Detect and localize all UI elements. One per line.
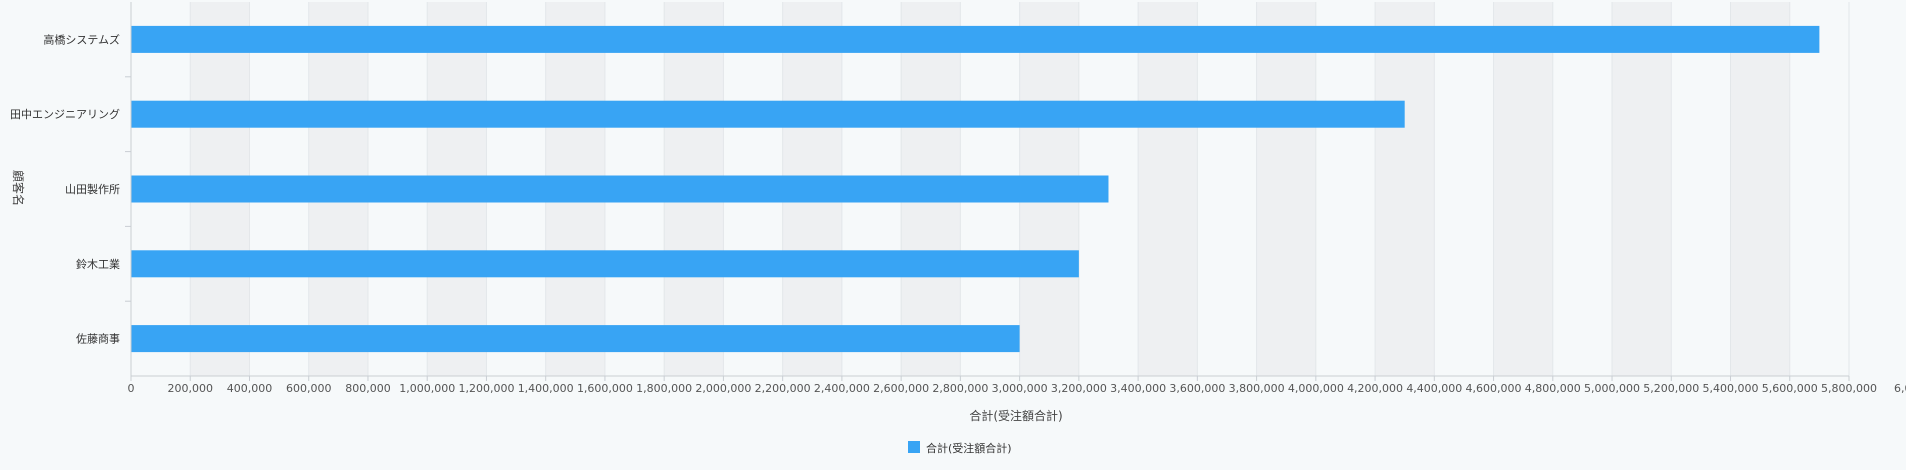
x-tick-label: 3,400,000 [1110, 382, 1166, 395]
x-axis: 0 200,000 400,000 600,000 800,000 1,000,000 1,… [128, 375, 1906, 395]
grid-band [1375, 2, 1435, 376]
x-tick-label: 3,600,000 [1169, 382, 1225, 395]
x-tick-label: 5,400,000 [1703, 382, 1759, 395]
category-label: 鈴木工業 [76, 257, 120, 271]
bar[interactable] [131, 100, 1405, 128]
x-tick-label: 1,600,000 [577, 382, 633, 395]
x-tick-label: 200,000 [167, 382, 213, 395]
x-tick-label: 4,200,000 [1347, 382, 1403, 395]
x-tick-label: 1,800,000 [636, 382, 692, 395]
x-axis-title: 合計(受注額合計) [969, 408, 1062, 423]
x-tick-label: 6,0… [1894, 382, 1906, 395]
legend[interactable]: 合計(受注額合計) [908, 441, 1012, 455]
x-tick-label: 4,800,000 [1525, 382, 1581, 395]
x-tick-label: 5,000,000 [1584, 382, 1640, 395]
x-tick-label: 4,400,000 [1406, 382, 1462, 395]
x-tick-label: 2,200,000 [755, 382, 811, 395]
x-tick-label: 3,000,000 [992, 382, 1048, 395]
bar[interactable] [131, 325, 1020, 353]
x-tick-label: 800,000 [345, 382, 391, 395]
x-tick-label: 3,800,000 [1229, 382, 1285, 395]
grid-band [1256, 2, 1316, 376]
x-tick-label: 0 [128, 382, 135, 395]
x-tick-label: 1,400,000 [518, 382, 574, 395]
x-tick-label: 3,200,000 [1051, 382, 1107, 395]
category-label: 山田製作所 [65, 182, 120, 196]
x-tick-label: 1,000,000 [399, 382, 455, 395]
x-tick-label: 4,000,000 [1288, 382, 1344, 395]
bars-layer [131, 25, 1820, 353]
bar[interactable] [131, 175, 1109, 203]
legend-label: 合計(受注額合計) [926, 441, 1012, 455]
category-label: 佐藤商事 [76, 332, 120, 346]
bar[interactable] [131, 250, 1079, 278]
x-tick-label: 2,600,000 [873, 382, 929, 395]
x-tick-label: 4,600,000 [1466, 382, 1522, 395]
x-tick-label: 5,600,000 [1762, 382, 1818, 395]
legend-swatch [908, 441, 920, 453]
grid-band [1138, 2, 1198, 376]
grid-band [1730, 2, 1790, 376]
bar[interactable] [131, 25, 1820, 53]
x-tick-label: 5,800,000 [1821, 382, 1877, 395]
x-tick-label: 2,400,000 [814, 382, 870, 395]
grid-band [1612, 2, 1672, 376]
y-axis-title: 顧客名 [11, 170, 26, 206]
x-tick-label: 5,200,000 [1643, 382, 1699, 395]
x-tick-label: 400,000 [227, 382, 273, 395]
grid-band [1493, 2, 1553, 376]
x-tick-label: 600,000 [286, 382, 332, 395]
x-tick-label: 2,000,000 [695, 382, 751, 395]
category-label: 高橋システムズ [43, 32, 120, 46]
x-tick-label: 2,800,000 [932, 382, 988, 395]
category-label: 田中エンジニアリング [10, 107, 120, 121]
x-tick-label: 1,200,000 [458, 382, 514, 395]
